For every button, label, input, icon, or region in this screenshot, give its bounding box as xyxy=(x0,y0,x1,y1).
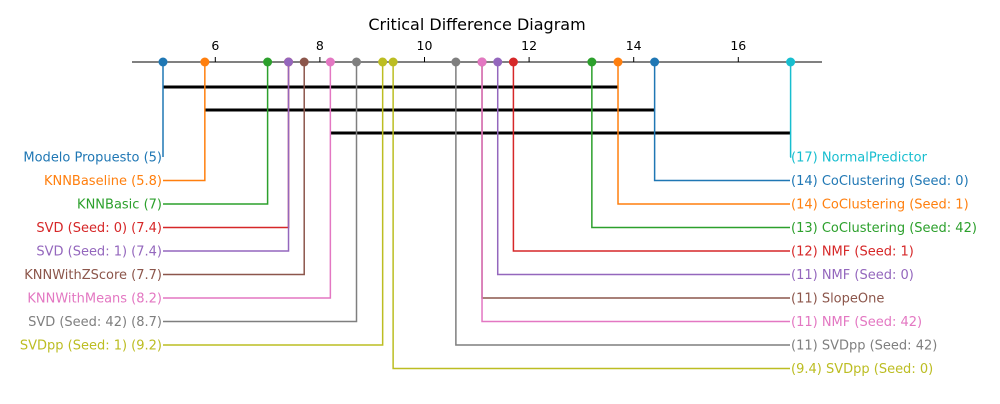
method-label: SVDpp (Seed: 1) (9.2) xyxy=(20,339,162,354)
method-label: (17) NormalPredictor xyxy=(791,151,928,166)
rank-marker xyxy=(587,57,597,67)
method-connector xyxy=(496,62,790,276)
method-connector xyxy=(455,62,790,346)
method-label: (12) NMF (Seed: 1) xyxy=(791,245,914,260)
rank-marker xyxy=(263,57,273,67)
axis-tick-label: 12 xyxy=(521,38,537,53)
method-label: KNNWithZScore (7.7) xyxy=(24,268,162,283)
method-connector xyxy=(512,62,790,252)
axis-tick-label: 14 xyxy=(626,38,642,53)
method-label: (14) CoClustering (Seed: 0) xyxy=(791,174,969,189)
method-connector xyxy=(163,62,206,182)
rank-marker xyxy=(451,57,461,67)
rank-marker xyxy=(325,57,335,67)
method-label: KNNWithMeans (8.2) xyxy=(27,292,162,307)
rank-marker xyxy=(200,57,210,67)
method-connector xyxy=(163,62,332,299)
method-labels: Modelo Propuesto (5) KNNBaseline (5.8) KNN… xyxy=(20,151,977,378)
method-connector xyxy=(163,62,305,276)
method-label: (11) SlopeOne xyxy=(791,292,884,307)
method-connector xyxy=(163,62,290,252)
method-connector xyxy=(163,62,358,323)
method-label: (11) NMF (Seed: 42) xyxy=(791,315,922,330)
method-connector xyxy=(653,62,790,182)
method-connector xyxy=(163,62,384,346)
method-connector xyxy=(591,62,790,229)
method-connector xyxy=(481,62,790,323)
rank-marker xyxy=(508,57,518,67)
axis-tick-label: 8 xyxy=(316,38,324,53)
rank-marker xyxy=(158,57,168,67)
rank-marker xyxy=(378,57,388,67)
rank-marker xyxy=(493,57,503,67)
rank-marker xyxy=(388,57,398,67)
method-label: (11) NMF (Seed: 0) xyxy=(791,268,914,283)
chart-title: Critical Difference Diagram xyxy=(368,15,585,34)
rank-markers xyxy=(158,57,796,67)
rank-marker xyxy=(284,57,294,67)
method-label: (13) CoClustering (Seed: 42) xyxy=(791,221,977,236)
axis-tick-label: 16 xyxy=(730,38,746,53)
rank-axis: 6 8 10 12 14 16 xyxy=(132,38,822,63)
method-connector xyxy=(392,62,790,370)
method-connector xyxy=(163,62,269,205)
method-label: SVD (Seed: 42) (8.7) xyxy=(28,315,162,330)
rank-marker xyxy=(613,57,623,67)
axis-tick-label: 6 xyxy=(211,38,219,53)
rank-marker xyxy=(477,57,487,67)
method-label: SVD (Seed: 0) (7.4) xyxy=(36,221,162,236)
method-label: (14) CoClustering (Seed: 1) xyxy=(791,198,969,213)
method-label: KNNBaseline (5.8) xyxy=(44,174,162,189)
rank-marker xyxy=(786,57,796,67)
method-label: KNNBasic (7) xyxy=(77,198,162,213)
method-label: Modelo Propuesto (5) xyxy=(23,151,162,166)
method-label: SVD (Seed: 1) (7.4) xyxy=(36,245,162,260)
rank-marker xyxy=(650,57,660,67)
clique-bars xyxy=(163,85,791,135)
rank-marker xyxy=(299,57,309,67)
method-connector xyxy=(789,62,792,158)
rank-marker xyxy=(352,57,362,67)
method-label: (11) SVDpp (Seed: 42) xyxy=(791,339,937,354)
method-connector xyxy=(617,62,790,205)
axis-tick-label: 10 xyxy=(417,38,433,53)
method-connectors xyxy=(162,62,792,370)
method-label: (9.4) SVDpp (Seed: 0) xyxy=(791,362,933,377)
